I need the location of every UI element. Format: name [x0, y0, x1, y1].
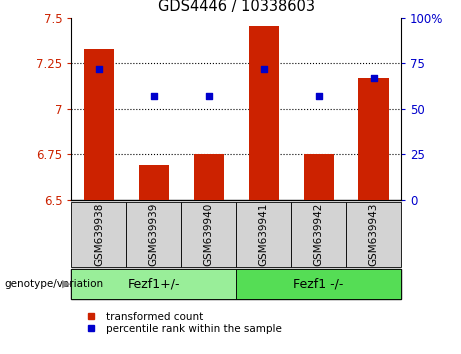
Text: GSM639943: GSM639943	[369, 203, 378, 266]
Bar	[236, 202, 291, 267]
Point	[315, 93, 322, 99]
Point	[150, 93, 158, 99]
Bar	[126, 202, 181, 267]
Text: GSM639940: GSM639940	[204, 203, 214, 266]
Text: ▶: ▶	[62, 279, 71, 289]
Point	[260, 66, 267, 72]
Bar	[71, 269, 236, 299]
Text: Fezf1 -/-: Fezf1 -/-	[294, 278, 344, 291]
Text: GSM639941: GSM639941	[259, 203, 269, 266]
Point	[205, 93, 213, 99]
Title: GDS4446 / 10338603: GDS4446 / 10338603	[158, 0, 315, 14]
Bar	[248, 26, 279, 200]
Point	[370, 75, 377, 81]
Text: GSM639939: GSM639939	[149, 203, 159, 266]
Text: genotype/variation: genotype/variation	[5, 279, 104, 289]
Bar	[359, 78, 389, 200]
Bar	[346, 202, 401, 267]
Bar	[291, 202, 346, 267]
Bar	[181, 202, 236, 267]
Text: GSM639942: GSM639942	[313, 203, 324, 266]
Bar	[84, 49, 114, 200]
Legend: transformed count, percentile rank within the sample: transformed count, percentile rank withi…	[77, 307, 286, 338]
Bar	[303, 154, 334, 200]
Bar	[71, 202, 126, 267]
Point	[95, 66, 103, 72]
Text: GSM639938: GSM639938	[94, 203, 104, 266]
Bar	[194, 154, 224, 200]
Bar	[236, 269, 401, 299]
Text: Fezf1+/-: Fezf1+/-	[128, 278, 180, 291]
Bar	[139, 165, 169, 200]
